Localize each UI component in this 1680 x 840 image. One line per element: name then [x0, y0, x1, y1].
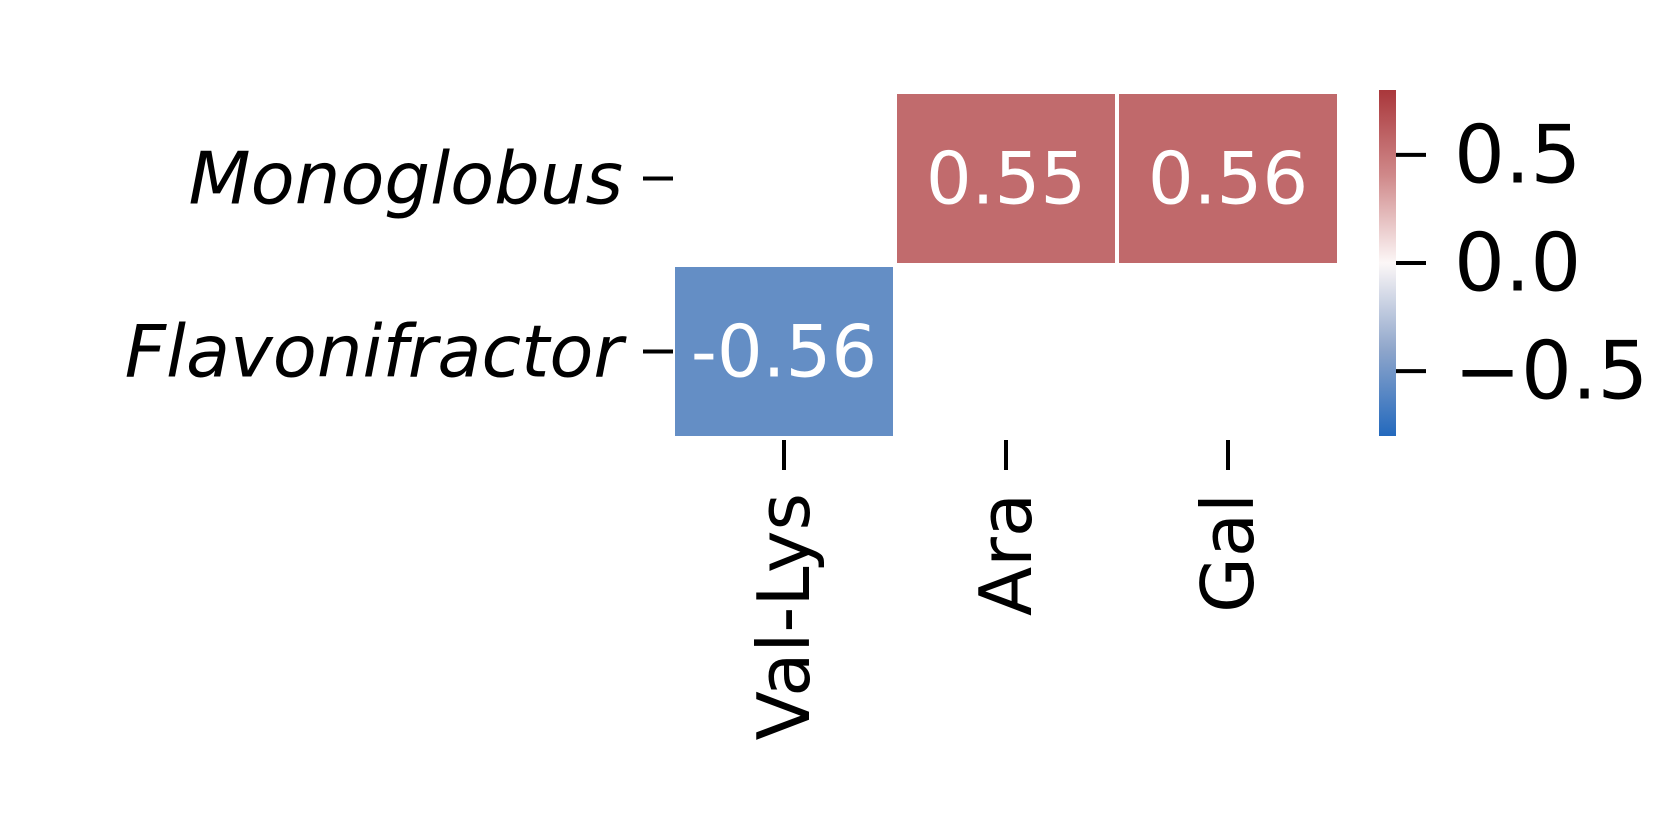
heatmap-cells: [675, 94, 1337, 436]
colorbar-ticks: 0.5 0.0 −0.5: [1396, 108, 1648, 418]
colorbar-tick-label-2: −0.5: [1454, 325, 1648, 418]
cell-value-label-0-1: 0.55: [926, 137, 1086, 221]
cell-value-label-0-2: 0.56: [1148, 137, 1308, 221]
colorbar: 0.5 0.0 −0.5: [1379, 90, 1648, 436]
x-tick-label-2: Gal: [1186, 493, 1270, 613]
heatmap-cell-0-1: [897, 94, 1115, 263]
heatmap-cell-1-0: [675, 267, 893, 436]
colorbar-tick-label-0: 0.5: [1454, 108, 1581, 201]
y-axis: Monoglobus Flavonifractor: [125, 137, 673, 394]
colorbar-gradient: [1379, 90, 1396, 436]
x-axis: Val-Lys Ara Gal: [742, 440, 1270, 740]
heatmap-cell-0-2: [1119, 94, 1337, 263]
y-tick-label-0: Monoglobus: [189, 137, 623, 221]
y-tick-label-1: Flavonifractor: [125, 310, 628, 394]
cell-value-label-1-0: -0.56: [691, 310, 877, 394]
x-tick-label-0: Val-Lys: [742, 493, 826, 740]
heatmap-cell-labels: 0.55 0.56 -0.56: [691, 137, 1308, 394]
colorbar-tick-label-1: 0.0: [1454, 217, 1581, 310]
x-tick-label-1: Ara: [964, 493, 1048, 616]
